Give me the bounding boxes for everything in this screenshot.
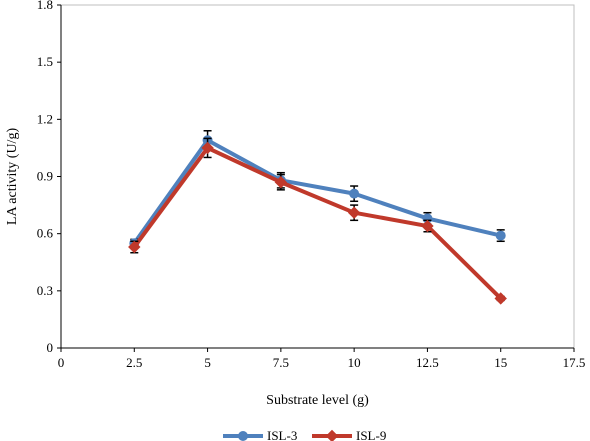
data-point-isl-9 [201,141,214,155]
x-tick-label: 5 [204,355,211,370]
legend-label: ISL-3 [267,428,297,441]
series-isl-3 [129,130,506,249]
data-point-isl-9 [128,240,141,254]
y-tick-label: 1.5 [37,54,53,69]
x-ticks: 0 2.5 5 7.5 10 12.5 15 17.5 [58,348,586,370]
series-isl-9 [128,137,507,305]
legend: ISL-3 ISL-9 [223,428,386,441]
data-point-isl-3 [495,230,506,241]
y-tick-label: 1.2 [37,111,53,126]
legend-item-isl-9: ISL-9 [312,428,386,441]
x-tick-label: 0 [58,355,65,370]
legend-label: ISL-9 [356,428,386,441]
data-point-isl-9 [274,176,288,189]
data-point-isl-3 [349,188,360,199]
plot-area: 0 2.5 5 7.5 10 12.5 15 17.5 0 0.3 0.6 0.9 1.2 1.5 1.8 [37,0,586,370]
y-tick-label: 0.3 [37,283,53,298]
data-point-isl-9 [421,219,434,233]
x-axis-title: Substrate level (g) [266,393,369,408]
x-tick-label: 12.5 [416,355,439,370]
y-tick-label: 0 [47,340,54,355]
y-tick-label: 0.9 [37,169,53,184]
series-layer [128,130,507,305]
y-axis-title: LA activity (U/g) [5,128,20,226]
series-line-isl-9 [132,145,503,300]
x-tick-label: 7.5 [273,355,289,370]
legend-swatch-marker [238,431,248,441]
y-tick-label: 0.6 [37,226,54,241]
y-ticks: 0 0.3 0.6 0.9 1.2 1.5 1.8 [37,0,61,355]
data-point-isl-9 [494,292,507,305]
series-line-isl-3 [132,138,502,245]
legend-item-isl-3: ISL-3 [223,428,297,441]
x-tick-label: 17.5 [563,355,586,370]
x-tick-label: 15 [494,355,507,370]
legend-swatch-marker [325,429,339,441]
x-tick-label: 10 [348,355,361,370]
x-tick-label: 2.5 [126,355,142,370]
data-point-isl-9 [347,206,361,219]
y-tick-label: 1.8 [37,0,53,12]
